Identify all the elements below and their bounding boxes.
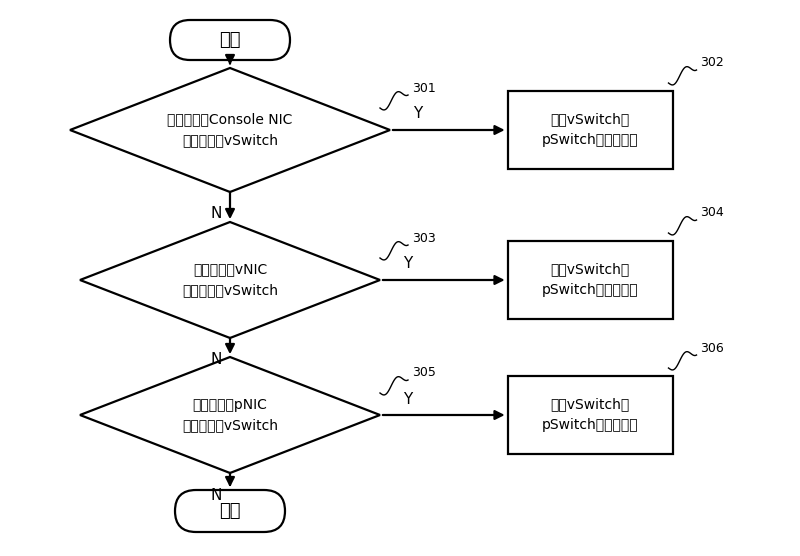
Text: N: N	[210, 206, 222, 221]
Polygon shape	[80, 357, 380, 473]
Text: 开始: 开始	[219, 31, 241, 49]
FancyBboxPatch shape	[170, 20, 290, 60]
Text: 302: 302	[701, 57, 724, 70]
Polygon shape	[80, 222, 380, 338]
Text: N: N	[210, 488, 222, 503]
Text: 是否查找到vNIC
及其对应的vSwitch: 是否查找到vNIC 及其对应的vSwitch	[182, 262, 278, 297]
Text: 建立vSwitch与
pSwitch之间的链路: 建立vSwitch与 pSwitch之间的链路	[542, 398, 638, 433]
Bar	[507, 91, 673, 169]
Text: 结束: 结束	[219, 502, 241, 520]
Text: Y: Y	[403, 391, 413, 406]
Text: 建立vSwitch与
pSwitch之间的链路: 建立vSwitch与 pSwitch之间的链路	[542, 262, 638, 297]
Text: Y: Y	[403, 256, 413, 271]
Text: Y: Y	[414, 107, 422, 122]
Text: N: N	[210, 353, 222, 368]
FancyBboxPatch shape	[175, 490, 285, 532]
Text: 建立vSwitch与
pSwitch之间的链路: 建立vSwitch与 pSwitch之间的链路	[542, 113, 638, 147]
Polygon shape	[70, 68, 390, 192]
Text: 306: 306	[701, 341, 724, 355]
Text: 305: 305	[412, 366, 436, 380]
Text: 303: 303	[412, 231, 436, 245]
Bar	[507, 241, 673, 319]
Bar	[507, 376, 673, 454]
Text: 是否查找到pNIC
及其对应的vSwitch: 是否查找到pNIC 及其对应的vSwitch	[182, 398, 278, 433]
Text: 304: 304	[701, 206, 724, 220]
Text: 301: 301	[412, 82, 436, 95]
Text: 是否查找到Console NIC
及其对应的vSwitch: 是否查找到Console NIC 及其对应的vSwitch	[167, 113, 293, 147]
